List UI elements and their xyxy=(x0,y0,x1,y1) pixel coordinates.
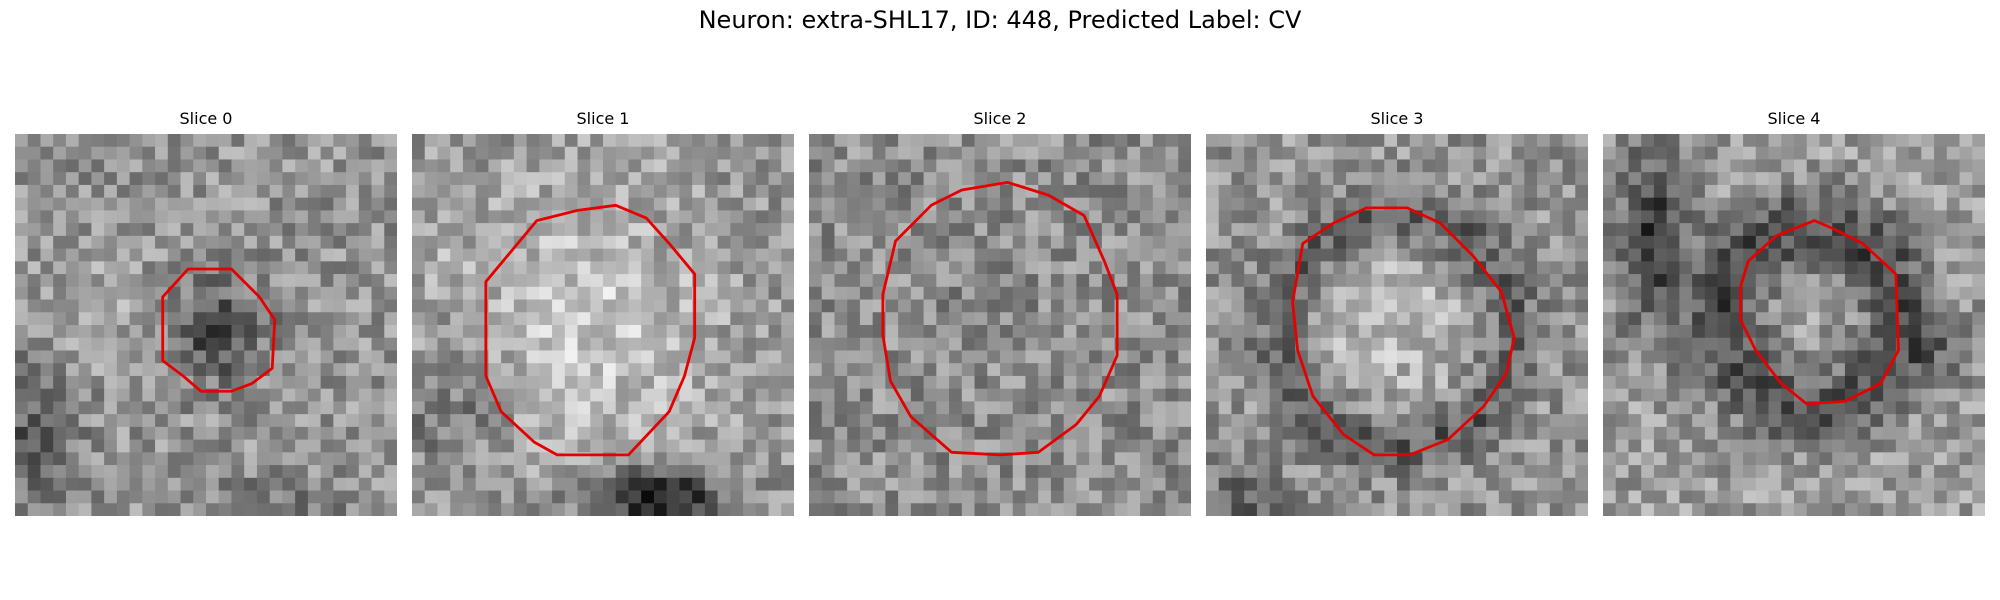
slice-panel-2: Slice 2 xyxy=(809,108,1191,516)
contour-outline xyxy=(484,203,697,457)
slice-image xyxy=(809,134,1191,516)
slice-panel-3: Slice 3 xyxy=(1206,108,1588,516)
slice-title: Slice 0 xyxy=(179,109,233,128)
contour-outline xyxy=(881,180,1119,457)
slice-title: Slice 1 xyxy=(576,109,630,128)
figure-title: Neuron: extra-SHL17, ID: 448, Predicted … xyxy=(698,6,1302,34)
slice-panel-4: Slice 4 xyxy=(1603,108,1985,516)
slice-title: Slice 2 xyxy=(973,109,1027,128)
contour-outline xyxy=(1291,206,1516,457)
slice-image xyxy=(1206,134,1588,516)
contour-outline xyxy=(161,267,277,393)
contour-outline xyxy=(1739,219,1900,406)
slice-image xyxy=(412,134,794,516)
slice-title: Slice 4 xyxy=(1767,109,1821,128)
slice-panel-1: Slice 1 xyxy=(412,108,794,516)
slice-panel-0: Slice 0 xyxy=(15,108,397,516)
slice-title: Slice 3 xyxy=(1370,109,1424,128)
slice-image xyxy=(1603,134,1985,516)
slice-image xyxy=(15,134,397,516)
